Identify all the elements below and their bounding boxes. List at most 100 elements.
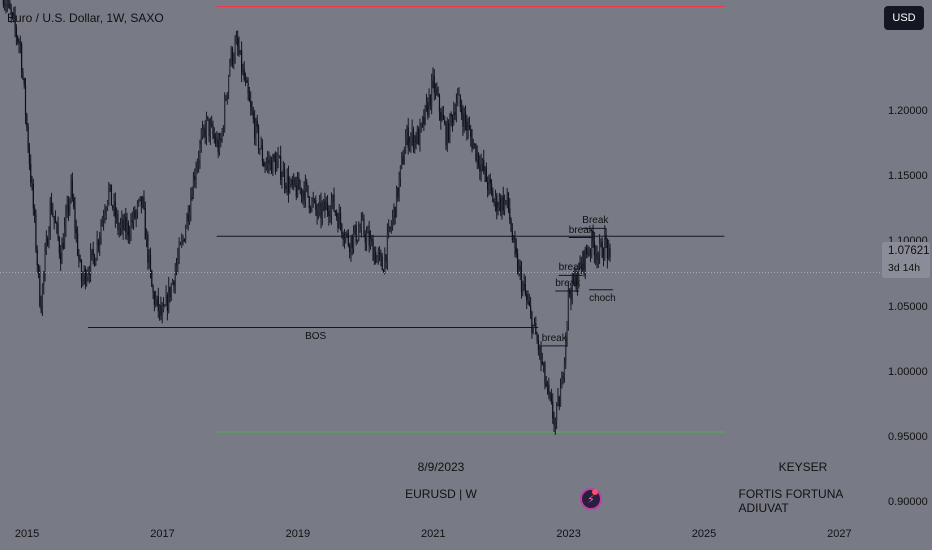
candle-body	[315, 199, 317, 210]
candle-body	[431, 80, 433, 106]
candle-body	[69, 199, 71, 212]
candle-body	[192, 176, 195, 199]
candle-body	[419, 126, 421, 145]
candle-body	[116, 214, 118, 218]
structure-label: choch	[589, 292, 616, 304]
candle-body	[505, 200, 507, 201]
candle-body	[587, 253, 589, 255]
candle-body	[36, 249, 38, 265]
candle-body	[355, 225, 357, 243]
candle-body	[76, 232, 79, 255]
candle-body	[342, 234, 344, 240]
candle-body	[608, 248, 610, 259]
candle-body	[252, 112, 254, 119]
lightning-logo-icon[interactable]: ⚡	[580, 488, 602, 510]
candle-body	[260, 145, 262, 149]
candle-body	[356, 239, 359, 243]
candle-body	[126, 222, 128, 233]
watermark-date: 8/9/2023	[417, 460, 465, 474]
candle-body	[168, 286, 170, 311]
candle-body	[43, 272, 45, 285]
candle-body	[18, 41, 20, 44]
candle-body	[461, 107, 463, 115]
candle-body	[326, 203, 329, 212]
candle-body	[440, 111, 442, 121]
candle-body	[268, 160, 270, 165]
candle-body	[569, 290, 571, 295]
time-tick-label: 2017	[150, 528, 175, 540]
candle-body	[261, 145, 264, 162]
bar-countdown: 3d 14h	[888, 262, 921, 274]
candle-body	[553, 418, 555, 426]
candle-body	[559, 387, 562, 407]
candle-body	[181, 240, 183, 244]
candle-body	[408, 142, 411, 148]
candle-body	[321, 206, 323, 219]
candle-body	[40, 306, 42, 312]
candle-body	[372, 240, 374, 261]
candle-body	[118, 228, 120, 230]
candle-body	[520, 269, 523, 292]
candle-body	[488, 178, 490, 190]
candle-body	[317, 206, 320, 216]
candle-body	[604, 234, 606, 258]
candle-body	[212, 125, 214, 136]
candle-body	[445, 123, 447, 146]
candle-body	[593, 241, 595, 256]
candle-body	[264, 166, 266, 167]
price-tick-label: 1.05000	[888, 300, 928, 313]
candle-body	[385, 254, 387, 262]
candle-body	[35, 215, 37, 250]
candle-body	[226, 92, 228, 100]
candle-body	[358, 231, 360, 240]
candle-body	[369, 238, 372, 246]
last-price-value: 1.07621	[888, 245, 930, 257]
candle-body	[273, 155, 275, 160]
candle-body	[24, 85, 27, 115]
candle-body	[125, 217, 127, 233]
candle-body	[330, 201, 333, 216]
candle-body	[490, 183, 493, 191]
candle-body	[518, 265, 520, 273]
candle-body	[421, 117, 424, 124]
candle-body	[304, 181, 306, 201]
candle-body	[87, 273, 89, 278]
candle-body	[217, 139, 219, 153]
time-axis[interactable]	[0, 522, 932, 550]
candle-body	[49, 201, 51, 233]
candle-body	[365, 233, 368, 243]
candle-body	[265, 163, 267, 167]
candle-body	[339, 212, 342, 225]
price-tick-label: 0.90000	[888, 496, 928, 509]
candle-body	[338, 212, 340, 229]
candle-body	[21, 44, 23, 73]
candle-body	[161, 310, 163, 316]
currency-button[interactable]: USD	[884, 6, 924, 30]
candle-body	[175, 265, 178, 272]
candle-body	[227, 75, 230, 93]
candle-body	[205, 116, 208, 137]
candle-body	[155, 299, 157, 305]
candle-body	[84, 269, 86, 284]
candle-body	[455, 102, 458, 116]
level-lines	[88, 6, 725, 433]
candle-body	[514, 237, 516, 248]
candle-body	[182, 238, 184, 241]
candle-body	[450, 114, 452, 117]
candle-body	[34, 208, 36, 216]
candle-body	[589, 251, 592, 252]
candle-body	[371, 238, 373, 241]
candle-body	[362, 219, 364, 220]
candle-body	[92, 249, 94, 256]
candle-body	[145, 234, 148, 240]
candle-body	[62, 242, 64, 249]
candle-body	[122, 219, 124, 230]
candle-body	[251, 107, 253, 113]
candle-body	[406, 127, 408, 139]
candle-body	[224, 99, 226, 129]
candle-body	[112, 205, 114, 209]
symbol-title[interactable]: Euro / U.S. Dollar, 1W, SAXO	[7, 11, 164, 25]
candle-body	[325, 203, 327, 211]
price-tick-label: 1.00000	[888, 365, 928, 378]
